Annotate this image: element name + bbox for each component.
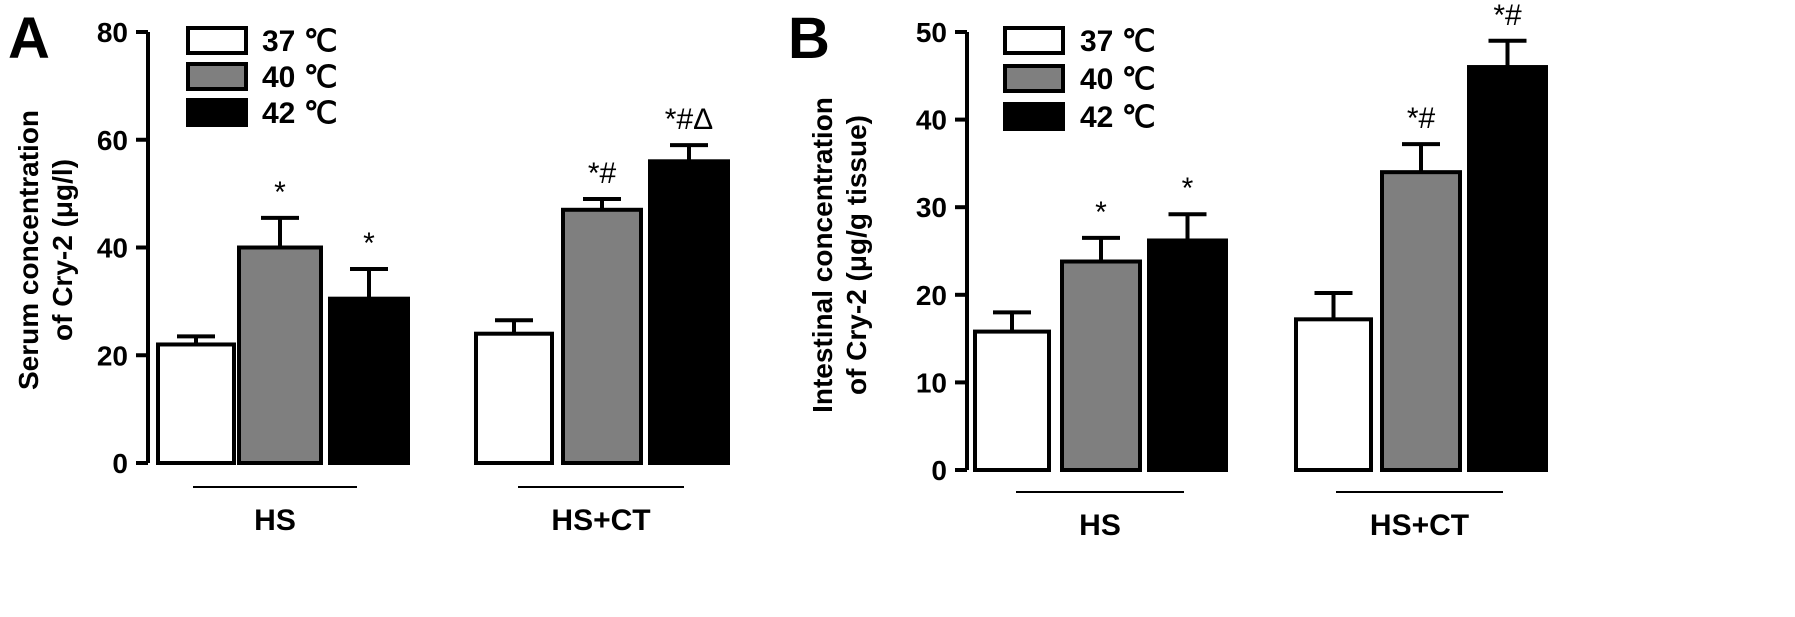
panel-a-letter: A — [8, 6, 50, 71]
panel-a-significance-label: *# — [588, 157, 617, 190]
panel-b-ytick-label: 20 — [916, 280, 947, 311]
panel-a-ylabel-line2: of Cry-2 (μg/l) — [47, 159, 78, 341]
panel-a-legend-label: 42 ℃ — [262, 97, 337, 130]
panel-a-group-label: HS — [254, 504, 296, 537]
panel-b-legend-label: 40 ℃ — [1080, 63, 1155, 96]
panel-a-ytick-label: 80 — [97, 17, 128, 48]
panel-b-legend-swatch — [1003, 64, 1065, 93]
panel-b-ytick-label: 30 — [916, 192, 947, 223]
panel-a-bar — [237, 245, 323, 465]
panel-a-group-label: HS+CT — [551, 504, 650, 537]
panel-b-legend-label: 37 ℃ — [1080, 25, 1155, 58]
panel-b-ytick-label: 40 — [916, 105, 947, 136]
panel-a-ytick-label: 0 — [112, 448, 128, 479]
panel-b-ytick-label: 50 — [916, 17, 947, 48]
panel-b-letter: B — [788, 6, 830, 71]
panel-b-bar — [1147, 238, 1228, 472]
panel-b-significance-label: *# — [1407, 102, 1436, 135]
panel-b-group-label: HS — [1079, 509, 1121, 542]
panel-b-legend-label: 42 ℃ — [1080, 101, 1155, 134]
panel-b-legend-swatch — [1003, 102, 1065, 131]
panel-a-significance-label: * — [363, 227, 375, 260]
panel-a-bar — [474, 331, 554, 466]
panel-a-bar — [561, 207, 643, 465]
panel-b-bar — [1060, 259, 1142, 472]
panel-a-significance-label: *#Δ — [665, 103, 713, 136]
panel-b-bar — [973, 329, 1051, 473]
panel-b-significance-label: * — [1095, 196, 1107, 229]
panel-a-legend-swatch — [186, 62, 248, 91]
panel-a-significance-label: * — [274, 176, 286, 209]
panel-a-ylabel-line1: Serum concentration — [13, 110, 44, 390]
panel-a-ytick-label: 40 — [97, 233, 128, 264]
panel-b-bar — [1467, 65, 1548, 472]
panel-b-legend-swatch — [1003, 26, 1065, 55]
panel-b-ylabel-line2: of Cry-2 (μg/g tissue) — [841, 115, 872, 395]
panel-a-legend-swatch — [186, 26, 248, 55]
panel-a-ytick-label: 60 — [97, 125, 128, 156]
panel-a-bar — [648, 159, 730, 466]
panel-b-ylabel-line1: Intestinal concentration — [807, 97, 838, 413]
panel-b-significance-label: *# — [1493, 0, 1522, 32]
panel-b-bar — [1294, 317, 1373, 472]
panel-b-significance-label: * — [1182, 172, 1194, 205]
panel-a-legend-label: 40 ℃ — [262, 61, 337, 94]
panel-a-ytick-label: 20 — [97, 340, 128, 371]
panel-a-bar — [328, 296, 410, 465]
panel-a-legend-swatch — [186, 98, 248, 127]
panel-b-ytick-label: 0 — [931, 455, 947, 486]
panel-b-bar — [1380, 170, 1462, 472]
panel-b-ytick-label: 10 — [916, 367, 947, 398]
panel-b-group-label: HS+CT — [1370, 509, 1469, 542]
panel-a-bar — [156, 342, 236, 466]
panel-a-legend-label: 37 ℃ — [262, 25, 337, 58]
